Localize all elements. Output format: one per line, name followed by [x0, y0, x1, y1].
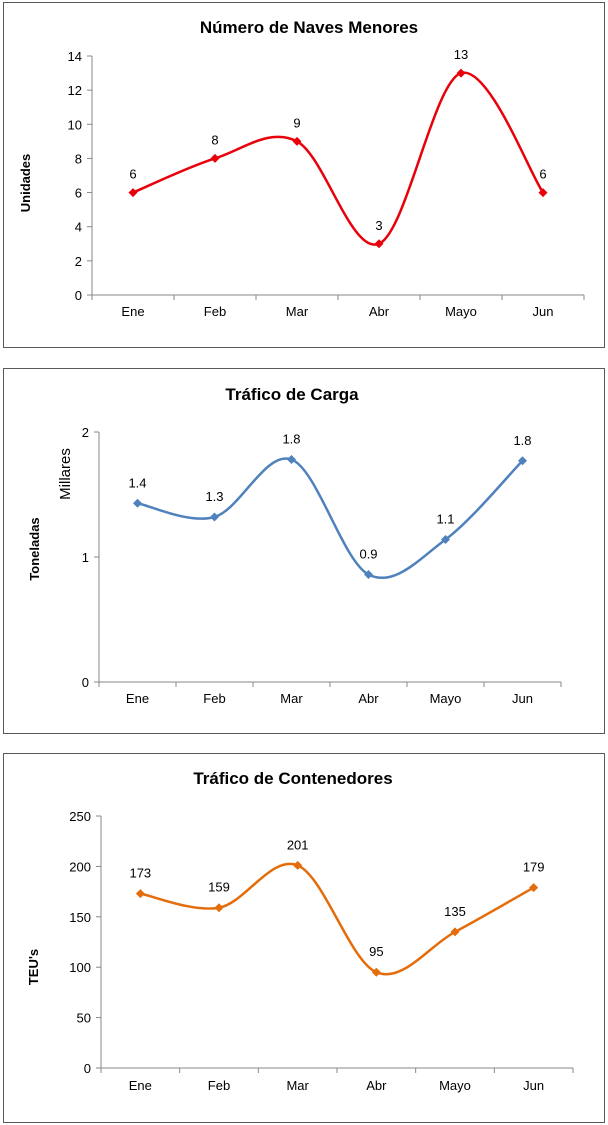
x-tick-label: Mayo	[430, 691, 462, 706]
data-point-marker	[292, 136, 302, 146]
x-tick-label: Feb	[203, 691, 225, 706]
data-label: 179	[523, 860, 545, 875]
data-label: 1.8	[282, 432, 300, 447]
data-point-marker	[450, 927, 460, 937]
y-tick-label: 4	[75, 220, 82, 235]
y-axis-label: Toneladas	[27, 517, 42, 580]
data-label: 6	[539, 167, 546, 182]
x-tick-label: Mar	[280, 691, 303, 706]
data-label: 0.9	[359, 547, 377, 562]
y-tick-label: 14	[68, 49, 82, 64]
data-label: 1.1	[436, 512, 454, 527]
data-point-marker	[371, 967, 381, 977]
data-label: 95	[369, 944, 383, 959]
chart-title: Tráfico de Carga	[225, 385, 359, 404]
x-tick-label: Feb	[204, 304, 226, 319]
data-label: 3	[375, 218, 382, 233]
chart-trafico-contenedores: Tráfico de Contenedores TEU's 0 50 100 150 2…	[3, 753, 605, 1123]
y-tick-label: 1	[82, 550, 89, 565]
y-tick-label: 0	[75, 288, 82, 303]
data-point-marker	[128, 188, 138, 198]
data-point-marker	[374, 239, 384, 249]
x-tick-label: Mar	[286, 304, 309, 319]
series-line	[140, 862, 535, 976]
chart-naves-menores: Número de Naves Menores Unidades 0 2 4 6 8 10…	[3, 2, 605, 348]
chart-title: Tráfico de Contenedores	[193, 769, 392, 788]
data-label: 8	[211, 132, 218, 147]
x-tick-label: Abr	[358, 691, 379, 706]
y-tick-label: 8	[75, 151, 82, 166]
x-tick-label: Ene	[126, 691, 149, 706]
data-label: 1.4	[128, 475, 146, 490]
data-label: 135	[444, 904, 466, 919]
series-line	[137, 457, 524, 580]
y-tick-label: 50	[77, 1011, 91, 1026]
data-point-marker	[210, 512, 219, 522]
data-point-marker	[441, 535, 450, 544]
y-tick-label: 0	[84, 1061, 91, 1076]
data-label: 159	[208, 880, 230, 895]
data-label: 9	[293, 115, 300, 130]
data-point-marker	[456, 68, 466, 78]
chart-trafico-carga-svg: Tráfico de Carga Toneladas Millares 0 1 2 E…	[27, 385, 562, 706]
y-tick-label: 10	[68, 117, 82, 132]
y-tick-label: 12	[68, 83, 82, 98]
data-point-marker	[293, 860, 303, 870]
y-axis-unit-label: Millares	[57, 448, 74, 500]
x-tick-label: Mar	[286, 1078, 309, 1093]
chart-naves-menores-svg: Número de Naves Menores Unidades 0 2 4 6 8 10…	[18, 18, 585, 319]
series-line	[132, 71, 545, 246]
x-tick-label: Mayo	[439, 1078, 471, 1093]
data-point-marker	[364, 570, 373, 579]
y-tick-label: 6	[75, 186, 82, 201]
y-tick-label: 0	[82, 675, 89, 690]
y-tick-label: 250	[69, 809, 91, 824]
data-point-marker	[135, 889, 145, 899]
data-point-marker	[538, 188, 548, 198]
data-label: 1.8	[513, 433, 531, 448]
chart-title: Número de Naves Menores	[200, 18, 418, 37]
x-tick-label: Jun	[512, 691, 533, 706]
y-tick-label: 2	[82, 425, 89, 440]
data-label: 201	[287, 837, 309, 852]
x-tick-label: Abr	[369, 304, 390, 319]
data-point-marker	[133, 498, 142, 508]
data-point-marker	[210, 153, 220, 163]
y-axis-label: TEU's	[26, 949, 41, 985]
chart-trafico-carga: Tráfico de Carga Toneladas Millares 0 1 2 E…	[3, 368, 605, 734]
data-label: 1.3	[205, 489, 223, 504]
data-label: 13	[454, 47, 468, 62]
y-tick-label: 100	[69, 960, 91, 975]
data-point-marker	[214, 903, 224, 913]
x-tick-label: Mayo	[445, 304, 477, 319]
data-label: 6	[129, 167, 136, 182]
y-tick-label: 150	[69, 910, 91, 925]
data-point-marker	[529, 883, 539, 893]
data-point-marker	[287, 455, 296, 464]
y-tick-label: 200	[69, 859, 91, 874]
x-tick-label: Ene	[129, 1078, 152, 1093]
y-axis-label: Unidades	[18, 154, 33, 213]
x-tick-label: Feb	[208, 1078, 230, 1093]
x-tick-label: Abr	[366, 1078, 387, 1093]
x-tick-label: Ene	[121, 304, 144, 319]
x-tick-label: Jun	[533, 304, 554, 319]
x-tick-label: Jun	[523, 1078, 544, 1093]
data-point-marker	[518, 456, 527, 466]
data-label: 173	[129, 866, 151, 881]
y-tick-label: 2	[75, 254, 82, 269]
chart-trafico-contenedores-svg: Tráfico de Contenedores TEU's 0 50 100 150 2…	[26, 769, 574, 1093]
